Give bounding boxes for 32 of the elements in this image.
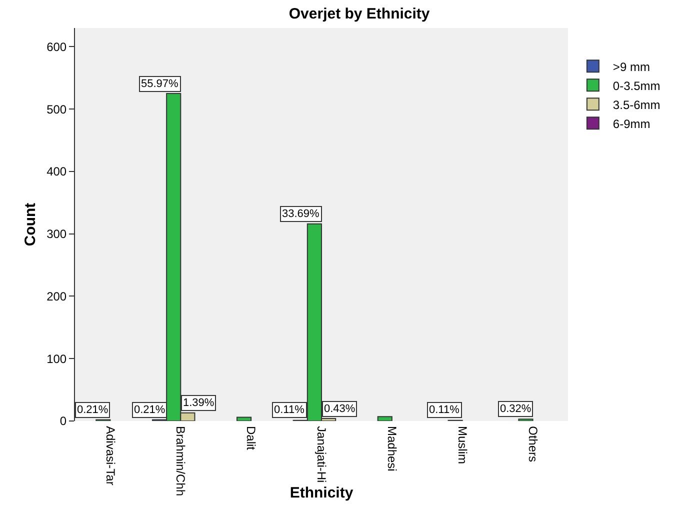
- y-tick-label: 400: [46, 164, 67, 179]
- y-tick-label: 500: [46, 102, 67, 116]
- x-tick-label: Brahmin/Chh: [174, 426, 188, 496]
- annotation: 0.11%: [429, 404, 460, 416]
- legend-label: 0-3.5mm: [612, 78, 660, 93]
- annotation: 0.21%: [77, 404, 108, 416]
- annotation: 0.43%: [324, 403, 356, 415]
- y-tick-label: 300: [46, 227, 67, 242]
- bar: [236, 416, 252, 421]
- x-tick-label: Janajati-Hi: [314, 426, 329, 483]
- y-tick-label: 600: [46, 40, 67, 54]
- y-tick-label: 100: [46, 352, 67, 366]
- y-axis-title: Count: [22, 202, 39, 246]
- x-tick-label: Muslim: [455, 426, 470, 464]
- x-tick-label: Others: [526, 426, 540, 462]
- annotation: 0.11%: [274, 404, 305, 416]
- y-tick-label: 200: [46, 289, 67, 304]
- chart-title: Overjet by Ethnicity: [288, 5, 430, 22]
- legend-label: 3.5-6mm: [612, 98, 660, 112]
- y-tick-label: 0: [60, 414, 67, 428]
- annotation: 0.32%: [500, 403, 532, 415]
- x-tick-label: Adivasi-Tar: [103, 426, 118, 486]
- annotation: 0.21%: [134, 404, 166, 416]
- x-tick-label: Madhesi: [385, 426, 400, 472]
- annotation: 55.97%: [141, 78, 179, 90]
- legend-label: >9 mm: [612, 60, 650, 74]
- annotation: 33.69%: [282, 208, 320, 220]
- annotation: 1.39%: [183, 397, 214, 409]
- x-axis-title: Ethnicity: [290, 484, 354, 502]
- bar: [377, 416, 392, 421]
- legend-label: 6-9mm: [612, 116, 650, 131]
- x-tick-label: Dalit: [244, 426, 258, 451]
